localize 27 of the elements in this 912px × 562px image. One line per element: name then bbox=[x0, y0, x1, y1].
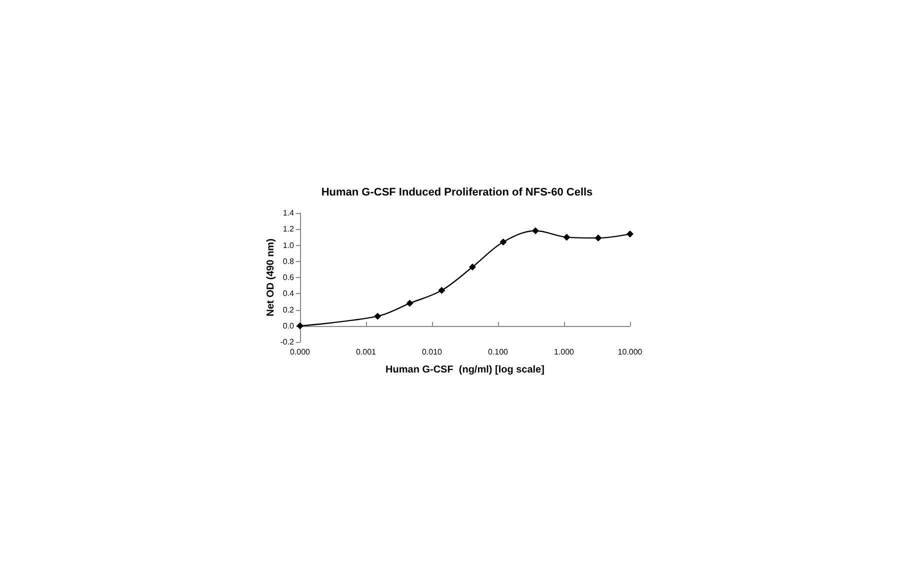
point bbox=[626, 230, 634, 238]
x-axis-title: Human G-CSF (ng/ml) [log scale] bbox=[386, 364, 544, 376]
x-tick-label: 0.100 bbox=[488, 348, 509, 356]
y-axis-title: Net OD (490 nm) bbox=[266, 238, 276, 316]
x-tick-label: 0.000 bbox=[290, 348, 311, 356]
x-tick-label: 0.010 bbox=[422, 348, 443, 356]
chart-title: Human G-CSF Induced Proliferation of NFS-60 Cells bbox=[321, 186, 593, 198]
y-tick-label: 0.8 bbox=[282, 256, 295, 266]
point bbox=[374, 312, 382, 320]
point bbox=[406, 300, 414, 307]
point bbox=[594, 234, 602, 242]
y-tick-label: 1.0 bbox=[282, 240, 295, 250]
point bbox=[438, 286, 446, 294]
x-tick-label: 10.000 bbox=[618, 348, 643, 356]
y-tick-label: 0.4 bbox=[282, 289, 295, 298]
x-tick-label: 0.001 bbox=[356, 348, 377, 356]
point bbox=[563, 234, 570, 241]
y-tick-label: 0.2 bbox=[282, 305, 295, 314]
y-tick-label: 1.2 bbox=[282, 224, 295, 234]
point bbox=[500, 238, 507, 246]
y-tick-label: 0.6 bbox=[282, 273, 295, 282]
y-tick-label: -0.2 bbox=[280, 338, 295, 346]
x-tick-label: 1.000 bbox=[554, 348, 575, 356]
point bbox=[468, 264, 476, 271]
y-tick-label: 1.4 bbox=[282, 208, 295, 218]
y-tick-label: 0.0 bbox=[282, 321, 295, 330]
point bbox=[532, 227, 539, 234]
